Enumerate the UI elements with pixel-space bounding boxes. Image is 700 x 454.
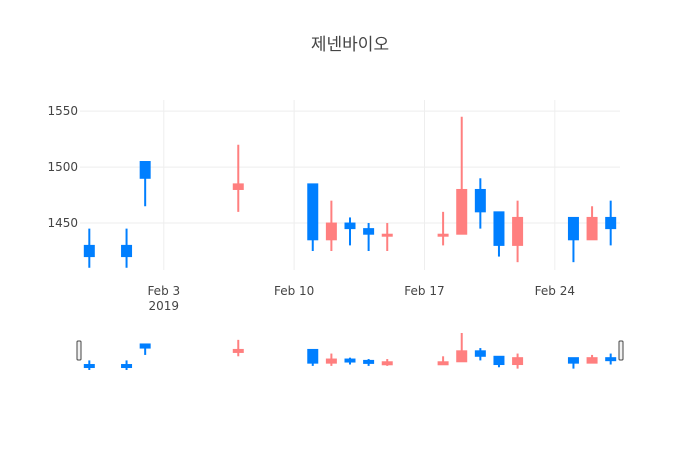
- candle[interactable]: [381, 223, 393, 251]
- candles-layer: [83, 116, 617, 268]
- candle[interactable]: [493, 211, 505, 257]
- slider-candle-body: [232, 348, 244, 353]
- slider-candle: [474, 348, 486, 361]
- x-tick-label: Feb 17: [404, 284, 444, 298]
- candle[interactable]: [325, 200, 337, 251]
- candle-body: [474, 188, 486, 213]
- candle-body: [307, 183, 319, 241]
- slider-candle-body: [586, 357, 598, 364]
- slider-candle: [567, 357, 579, 369]
- slider-candle: [344, 357, 356, 365]
- candle-body: [605, 216, 617, 230]
- candle-body: [512, 216, 524, 246]
- slider-candle-body: [83, 364, 95, 369]
- slider-candle-body: [512, 357, 524, 366]
- candle-body: [232, 183, 244, 190]
- slider-candle-body: [493, 355, 505, 366]
- slider-candle: [456, 333, 468, 363]
- slider-candle: [121, 360, 133, 370]
- candle-body: [121, 244, 133, 258]
- candle[interactable]: [586, 206, 598, 241]
- slider-candle: [139, 343, 151, 355]
- x-tick-label: Feb 24: [535, 284, 575, 298]
- candle-body: [363, 228, 375, 235]
- candle-body: [493, 211, 505, 246]
- slider-candle: [381, 359, 393, 366]
- candle[interactable]: [344, 217, 356, 246]
- candle[interactable]: [83, 228, 95, 268]
- slider-candle-body: [139, 343, 151, 349]
- slider-candle: [307, 348, 319, 366]
- candle-body: [381, 233, 393, 237]
- slider-candle-body: [437, 361, 449, 366]
- slider-candle: [586, 354, 598, 364]
- x-tick-label: Feb 3: [147, 284, 180, 298]
- candle[interactable]: [605, 200, 617, 246]
- y-tick-label: 1500: [47, 160, 78, 174]
- range-slider-right-handle[interactable]: [618, 340, 624, 361]
- slider-candle-body: [363, 359, 375, 364]
- slider-candle: [605, 353, 617, 365]
- candle[interactable]: [232, 144, 244, 212]
- candle[interactable]: [139, 161, 151, 207]
- candle[interactable]: [512, 200, 524, 263]
- slider-candle: [325, 353, 337, 366]
- candle-body: [567, 216, 579, 241]
- candle-body: [344, 222, 356, 230]
- chart-title: 제넨바이오: [311, 35, 389, 55]
- slider-candle: [232, 339, 244, 357]
- slider-candle-body: [456, 350, 468, 363]
- candle[interactable]: [363, 223, 375, 251]
- candle-body: [139, 161, 151, 179]
- range-slider-left-handle[interactable]: [76, 340, 82, 361]
- slider-candle: [83, 360, 95, 370]
- candle[interactable]: [437, 211, 449, 246]
- candle[interactable]: [567, 216, 579, 263]
- range-slider-candles: [83, 333, 617, 370]
- slider-candle: [363, 359, 375, 366]
- slider-candle: [512, 353, 524, 369]
- slider-candle-body: [474, 350, 486, 357]
- slider-candle: [437, 356, 449, 366]
- candle-body: [325, 222, 337, 241]
- slider-candle-body: [121, 364, 133, 369]
- candle[interactable]: [456, 116, 468, 235]
- candle-body: [83, 244, 95, 258]
- slider-candle-body: [344, 358, 356, 363]
- slider-candle-body: [567, 357, 579, 364]
- candle-body: [437, 233, 449, 237]
- candle-body: [586, 216, 598, 241]
- slider-candle: [493, 355, 505, 368]
- x-tick-year-label: 2019: [149, 299, 180, 313]
- candle[interactable]: [307, 183, 319, 251]
- range-slider[interactable]: [76, 333, 624, 370]
- y-axis: 1450 1500 1550: [47, 104, 78, 230]
- slider-candle-body: [381, 361, 393, 366]
- y-tick-label: 1450: [47, 216, 78, 230]
- candle-body: [456, 188, 468, 235]
- x-tick-label: Feb 10: [274, 284, 314, 298]
- y-tick-label: 1550: [47, 104, 78, 118]
- slider-candle-body: [605, 357, 617, 362]
- slider-candle-body: [325, 358, 337, 364]
- slider-candle-body: [307, 348, 319, 364]
- candle[interactable]: [121, 228, 133, 268]
- candle[interactable]: [474, 178, 486, 229]
